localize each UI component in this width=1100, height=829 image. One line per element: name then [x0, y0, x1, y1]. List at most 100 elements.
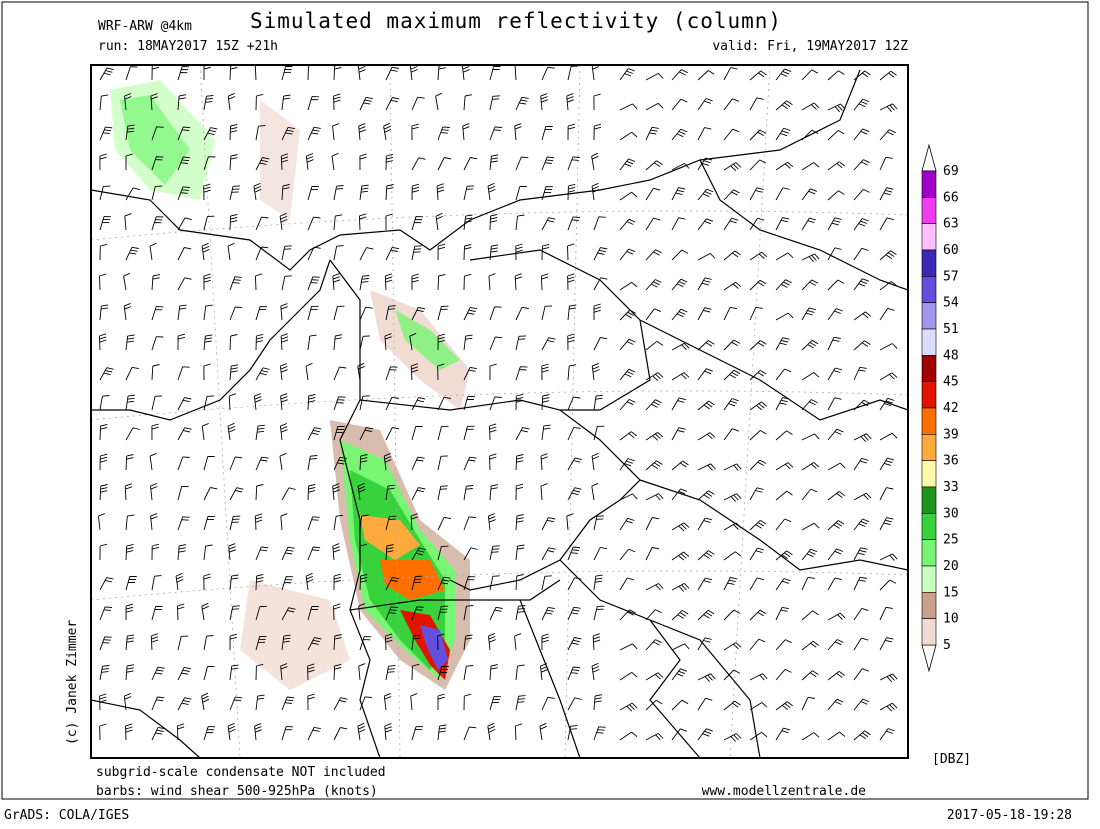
wind-barb — [540, 663, 548, 681]
wind-barb — [463, 396, 475, 411]
wind-barb — [567, 123, 576, 141]
wind-barb — [489, 213, 498, 231]
wind-barb — [645, 493, 664, 501]
wind-barb — [255, 635, 267, 651]
wind-barb — [515, 243, 523, 261]
wind-barb — [437, 516, 451, 531]
wind-barb — [125, 454, 134, 471]
wind-barb — [723, 669, 741, 681]
wind-barb — [853, 492, 872, 501]
wind-barb — [593, 546, 608, 561]
wind-barb — [567, 65, 579, 81]
wind-barb — [411, 606, 424, 621]
wind-barb — [749, 577, 765, 591]
wind-barb — [229, 633, 238, 651]
wind-barb — [671, 460, 689, 471]
colorbar-label: 15 — [943, 585, 959, 600]
wind-barb — [645, 187, 661, 201]
wind-barb — [281, 487, 296, 501]
wind-barb — [255, 306, 268, 321]
wind-barb — [515, 427, 530, 441]
wind-barb — [461, 65, 470, 81]
wind-barb — [151, 216, 164, 231]
wind-barb — [254, 513, 263, 531]
wind-barb — [619, 248, 636, 261]
wind-barb — [280, 393, 288, 411]
wind-barb — [255, 216, 269, 231]
wind-barb — [307, 305, 319, 321]
wind-barb — [801, 129, 819, 141]
wind-barb — [229, 276, 242, 291]
run-label: run: 18MAY2017 15Z +21h — [98, 39, 278, 54]
wind-barb — [567, 426, 581, 441]
wind-barb — [254, 723, 262, 741]
wind-barb — [827, 130, 845, 141]
colorbar-swatch — [921, 407, 937, 435]
wind-barb — [255, 546, 269, 561]
wind-barb — [203, 573, 211, 591]
wind-barb — [827, 491, 845, 501]
wind-barb — [567, 304, 577, 321]
wind-barb — [671, 187, 686, 201]
wind-barb — [385, 576, 400, 591]
wind-barb — [567, 487, 582, 501]
wind-barb — [723, 642, 742, 651]
wind-barb — [775, 606, 789, 621]
wind-barb — [540, 483, 548, 501]
wind-barb — [645, 399, 662, 411]
wind-barb — [723, 128, 740, 141]
wind-barb — [228, 543, 236, 561]
wind-barb — [253, 393, 262, 411]
wind-barb — [879, 343, 898, 351]
wind-barb — [749, 673, 768, 681]
wind-barb — [333, 366, 347, 381]
wind-barb — [879, 487, 894, 501]
wind-barb — [463, 157, 478, 171]
wind-barb — [307, 546, 321, 561]
wind-barb — [645, 126, 659, 141]
wind-barb — [515, 574, 524, 591]
wind-barb — [489, 396, 502, 411]
wind-barb — [123, 272, 131, 291]
wind-barb — [437, 363, 445, 381]
coastlines-borders — [91, 69, 908, 758]
wind-barb — [411, 663, 420, 681]
wind-barb — [723, 398, 739, 411]
wind-barb — [99, 395, 110, 411]
wind-barb — [463, 665, 474, 681]
wind-barb — [255, 157, 270, 171]
wind-barb — [385, 305, 396, 321]
wind-barb — [879, 579, 897, 591]
wind-barb — [671, 699, 689, 711]
wind-barb — [151, 156, 164, 171]
wind-barb — [359, 335, 371, 351]
wind-barb — [827, 217, 842, 231]
wind-barb — [307, 246, 321, 261]
wind-barb — [879, 637, 894, 651]
wind-barb — [280, 153, 289, 171]
wind-barb — [99, 216, 112, 231]
wind-barb — [853, 311, 872, 321]
wind-barb — [305, 153, 314, 171]
wind-barb — [671, 308, 688, 321]
wind-barb — [775, 68, 792, 81]
wind-barb — [567, 243, 575, 261]
colorbar-label: 20 — [943, 559, 959, 574]
wind-barb — [229, 605, 240, 621]
wind-barb — [489, 306, 502, 321]
wind-barb — [853, 518, 870, 531]
wind-barb — [149, 452, 157, 471]
wind-barb — [357, 362, 365, 381]
wind-barb — [775, 161, 794, 171]
wind-barb — [125, 514, 135, 531]
wind-barb — [227, 422, 236, 441]
wind-barb — [307, 455, 318, 471]
wind-barb — [201, 242, 210, 261]
wind-barb — [435, 212, 443, 231]
colorbar-swatch — [921, 539, 937, 567]
wind-barb — [853, 668, 869, 681]
wind-barb — [749, 279, 767, 291]
wind-barb — [827, 612, 846, 621]
wind-barb — [593, 247, 608, 261]
wind-barb — [827, 70, 845, 81]
